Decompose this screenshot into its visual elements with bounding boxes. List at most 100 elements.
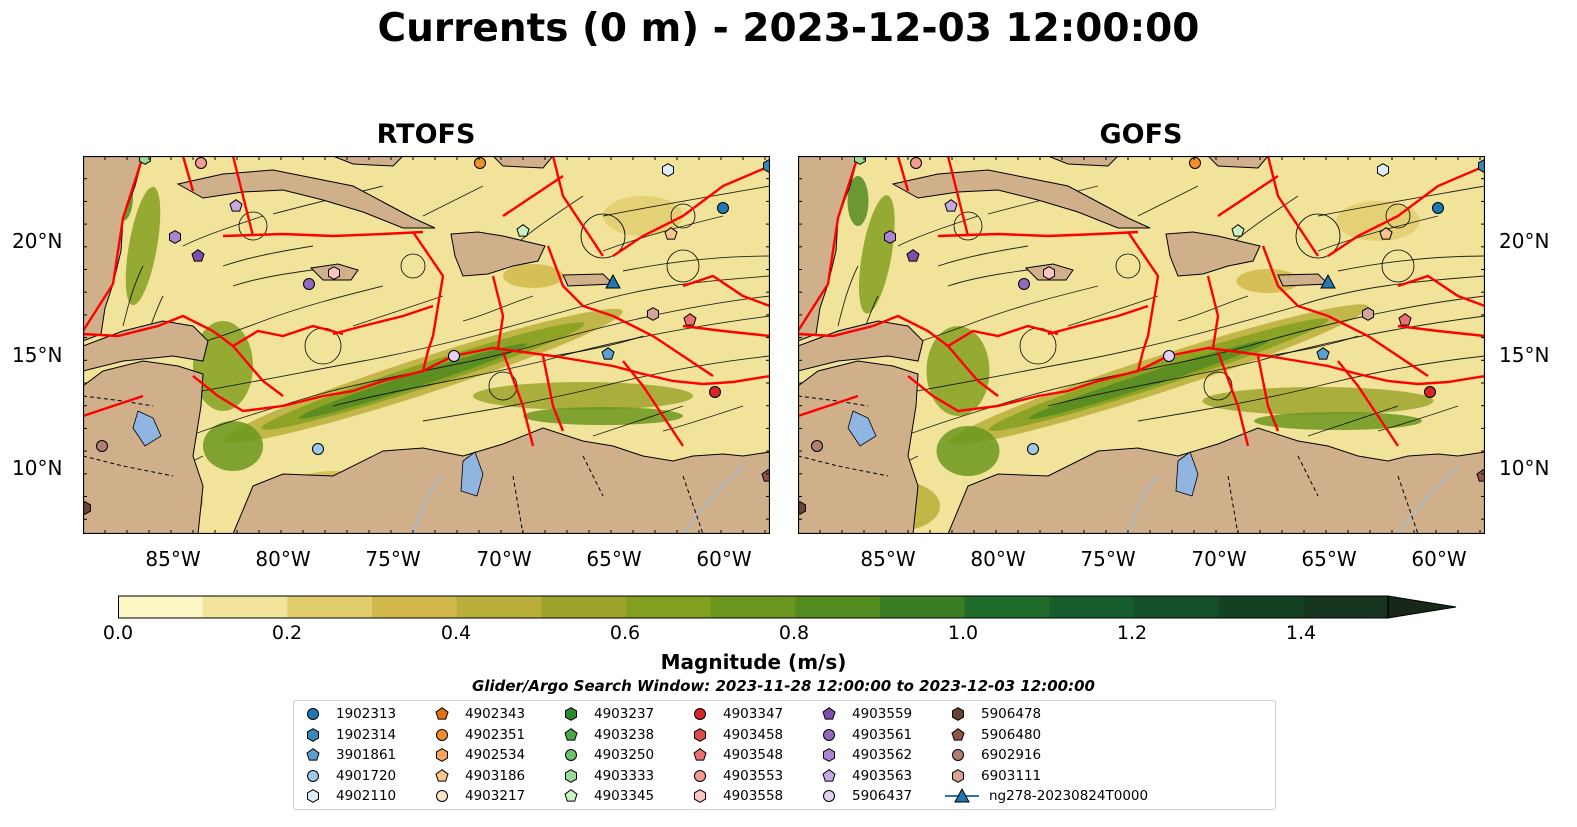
lat-label-10n-left: 10°N xyxy=(12,456,63,480)
float-marker xyxy=(1018,278,1030,290)
land-mass xyxy=(1165,231,1261,277)
map-rtofs xyxy=(83,156,770,534)
float-marker xyxy=(83,501,91,515)
pentagon-marker-icon xyxy=(564,727,578,741)
map-gofs xyxy=(798,156,1485,534)
streamline xyxy=(937,245,1029,267)
pentagon-marker-icon xyxy=(693,748,707,761)
circle-marker xyxy=(694,708,706,720)
legend-item: 4903558 xyxy=(687,786,783,806)
float-marker xyxy=(169,230,181,244)
glider-marker xyxy=(1320,273,1336,289)
eez-boundary xyxy=(612,164,770,257)
legend-label: 4903563 xyxy=(852,767,913,784)
lon-label-85w: 85°W xyxy=(860,547,916,571)
streamline xyxy=(422,185,484,217)
legend-item: 4903250 xyxy=(558,745,654,765)
eddy-streamline xyxy=(1385,203,1411,229)
eez-boundary xyxy=(682,324,770,338)
legend-item: 4903333 xyxy=(558,766,654,786)
pentagon-marker xyxy=(435,707,449,720)
eez-boundary xyxy=(232,345,284,397)
float-marker xyxy=(474,157,486,169)
streamline xyxy=(602,185,770,217)
river xyxy=(412,465,744,534)
legend-item: 4903562 xyxy=(816,745,912,765)
hexagon-marker xyxy=(823,748,835,762)
streamline xyxy=(837,265,859,327)
legend-label: 4902534 xyxy=(465,747,526,763)
float-marker xyxy=(884,230,896,244)
colorbar-segment xyxy=(1303,596,1389,618)
legend-label: 4903548 xyxy=(723,747,784,763)
streamline xyxy=(1377,405,1459,432)
land-mass xyxy=(891,169,1151,229)
legend-item: 6902916 xyxy=(945,745,1041,765)
eddy-streamline xyxy=(580,213,626,259)
land-mass xyxy=(947,427,1485,534)
country-border xyxy=(798,395,1419,534)
current-magnitude-region xyxy=(858,195,895,314)
colorbar-tick: 1.0 xyxy=(947,622,979,644)
country-border xyxy=(83,395,704,534)
land-mass xyxy=(1207,156,1269,169)
legend-item: 4903548 xyxy=(687,745,783,765)
colorbar-segment xyxy=(1218,596,1304,618)
streamline xyxy=(887,275,1485,397)
streamline xyxy=(1177,295,1249,322)
panel-title-gofs: GOFS xyxy=(1099,119,1183,150)
float-marker xyxy=(1379,227,1393,240)
land-mass xyxy=(1047,156,1119,167)
float-marker xyxy=(1231,224,1245,237)
lat-label-15n-left: 15°N xyxy=(12,343,63,367)
lon-label-60w: 60°W xyxy=(1411,547,1467,571)
lake xyxy=(1175,451,1199,497)
circle-marker-icon xyxy=(436,728,448,741)
colorbar-segment xyxy=(118,596,204,618)
eez-boundary xyxy=(541,355,565,432)
legend-item: 4903345 xyxy=(558,786,654,806)
land-mass xyxy=(232,427,770,534)
circle-marker-icon xyxy=(436,790,448,802)
pentagon-marker xyxy=(564,727,578,741)
legend-label: 4903333 xyxy=(594,767,655,784)
float-marker xyxy=(312,443,324,455)
pentagon-marker-icon xyxy=(951,727,965,741)
legend-label: 4903561 xyxy=(852,726,913,743)
legend-item: 4902351 xyxy=(429,725,525,745)
current-magnitude-region xyxy=(298,343,528,419)
float-marker xyxy=(601,347,615,360)
colorbar-segment xyxy=(202,596,288,618)
legend-item: 4903238 xyxy=(558,725,654,745)
legend-label: 1902313 xyxy=(336,706,397,722)
current-magnitude-region xyxy=(503,264,563,288)
hexagon-marker xyxy=(952,768,964,783)
colorbar-segment xyxy=(372,596,458,618)
float-marker xyxy=(1043,266,1055,280)
circle-marker-icon xyxy=(823,728,835,741)
legend-item: 3901861 xyxy=(300,745,396,765)
river xyxy=(1127,465,1459,534)
pentagon-marker xyxy=(822,707,836,720)
legend-label: 5906478 xyxy=(981,706,1042,722)
eddy-streamline xyxy=(1381,249,1415,283)
colorbar xyxy=(118,595,1457,619)
float-marker xyxy=(811,440,823,452)
eez-boundary xyxy=(1256,355,1280,432)
lon-label-65w: 65°W xyxy=(586,547,642,571)
legend-label: 4903238 xyxy=(594,726,655,743)
float-marker xyxy=(709,386,721,398)
float-marker xyxy=(944,199,958,212)
lon-label-60w: 60°W xyxy=(696,547,752,571)
streamline xyxy=(1267,335,1359,357)
eez-boundary xyxy=(798,394,859,418)
circle-marker-icon xyxy=(307,708,319,720)
float-marker xyxy=(1432,202,1444,214)
eez-boundary xyxy=(622,360,684,447)
land-mass xyxy=(562,273,615,287)
float-marker xyxy=(910,157,922,169)
panel-title-rtofs: RTOFS xyxy=(376,119,476,150)
legend-label: 4903237 xyxy=(594,706,655,722)
colorbar-tick: 0.4 xyxy=(440,622,472,644)
lat-label-15n-right: 15°N xyxy=(1499,343,1550,367)
